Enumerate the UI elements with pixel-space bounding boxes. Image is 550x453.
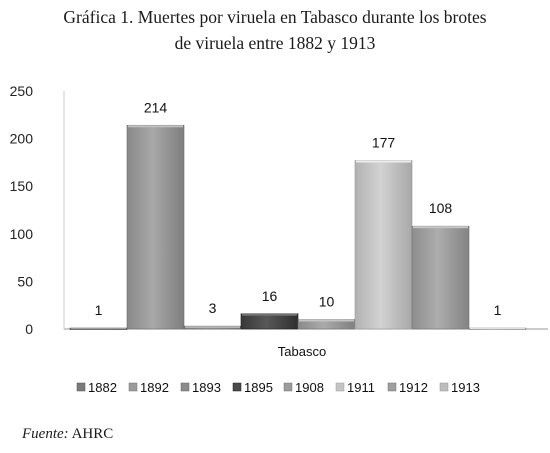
- legend-swatch-1882: [76, 382, 86, 392]
- legend-label-1911: 1911: [347, 380, 375, 395]
- chart-title-line-1: Gráfica 1. Muertes por viruela en Tabasc…: [63, 7, 487, 27]
- data-label-1895: 16: [262, 288, 278, 304]
- bar-top-highlight-1912: [413, 226, 468, 229]
- y-tick-label: 200: [10, 131, 34, 147]
- y-tick-label: 250: [10, 83, 34, 99]
- legend-label-1895: 1895: [244, 380, 273, 395]
- data-label-1893: 3: [209, 300, 217, 316]
- legend-swatch-1911: [335, 382, 345, 392]
- source-value: AHRC: [71, 426, 114, 442]
- legend-swatch-1913: [439, 382, 449, 392]
- data-label-1882: 1: [95, 302, 103, 318]
- y-tick-label: 150: [10, 178, 34, 194]
- legend-label-1908: 1908: [295, 380, 324, 395]
- bar-top-highlight-1908: [299, 319, 354, 322]
- legend-label-1912: 1912: [399, 380, 428, 395]
- bar-top-highlight-1892: [128, 125, 183, 128]
- bar-top-highlight-1913: [470, 328, 525, 330]
- data-label-1911: 177: [372, 134, 396, 150]
- bar-1911: [354, 160, 413, 330]
- legend-label-1893: 1893: [192, 380, 221, 395]
- legend-swatch-1908: [283, 382, 293, 392]
- legend-swatch-1893: [180, 382, 190, 392]
- legend-label-1882: 1882: [88, 380, 117, 395]
- legend-swatch-1912: [387, 382, 397, 392]
- data-label-1892: 214: [144, 99, 168, 115]
- bar-1912: [411, 225, 470, 330]
- chart-title: Gráfica 1. Muertes por viruela en Tabasc…: [0, 4, 550, 56]
- bar-top-highlight-1911: [356, 160, 411, 163]
- legend-swatch-1892: [128, 382, 138, 392]
- chart-title-line-2: de viruela entre 1882 y 1913: [174, 33, 376, 53]
- source-note: Fuente: AHRC: [22, 426, 113, 443]
- category-label: Tabasco: [278, 344, 326, 359]
- bar-top-highlight-1893: [185, 326, 240, 329]
- bar-top-highlight-1882: [71, 328, 126, 330]
- legend-label-1892: 1892: [140, 380, 169, 395]
- source-label: Fuente:: [22, 426, 69, 442]
- y-tick-label: 50: [17, 273, 33, 289]
- y-tick-label: 100: [10, 226, 34, 242]
- legend-swatch-1895: [232, 382, 242, 392]
- bar-1895: [240, 313, 299, 330]
- bar-top-highlight-1895: [242, 313, 297, 316]
- bar-1892: [126, 124, 185, 330]
- legend-label-1913: 1913: [451, 380, 480, 395]
- data-label-1912: 108: [429, 200, 453, 216]
- y-tick-label: 0: [25, 321, 33, 337]
- data-label-1913: 1: [494, 302, 502, 318]
- data-label-1908: 10: [319, 293, 335, 309]
